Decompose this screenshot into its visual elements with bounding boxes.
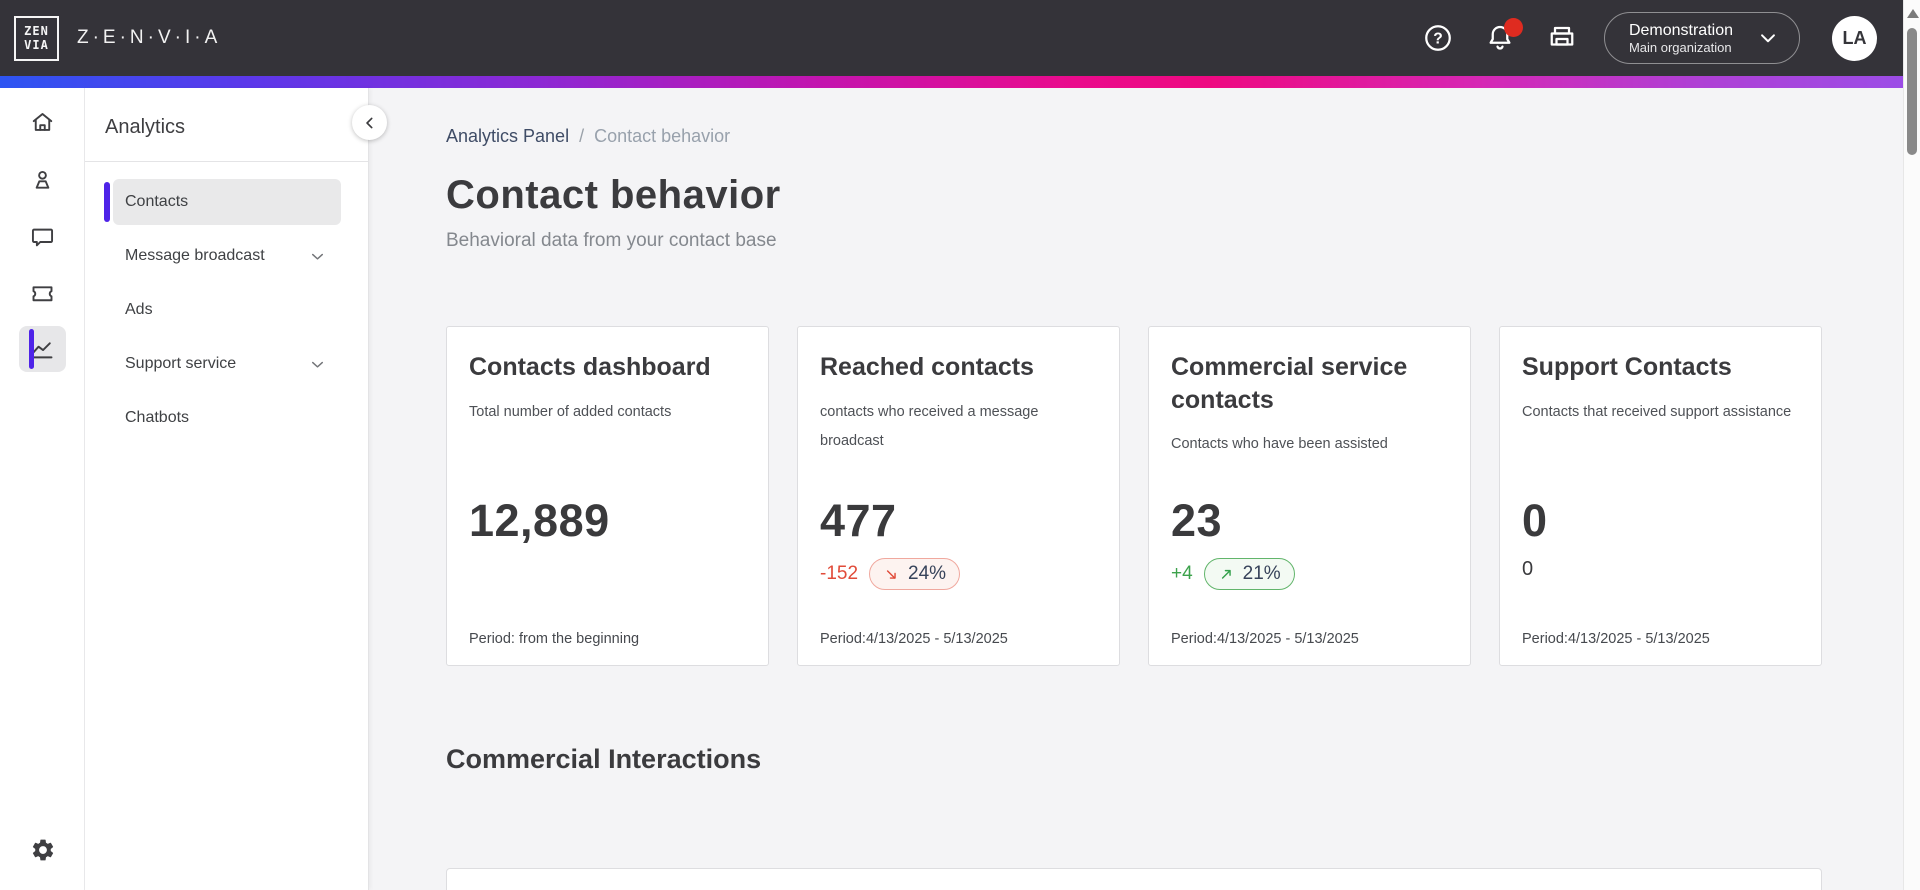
trend-pill-negative: 24% [869,558,961,590]
chevron-left-icon [360,113,380,133]
trend-down-icon [883,566,900,583]
rail-item-conversations[interactable] [19,214,66,260]
brand-wordmark: Z·E·N·V·I·A [77,27,222,48]
breadcrumb-current: Contact behavior [594,126,731,146]
sidebar-menu: Contacts Message broadcast Ads Support s… [85,179,368,441]
card-period: Period:4/13/2025 - 5/13/2025 [1522,631,1710,647]
card-description: Total number of added contacts [469,403,672,420]
trend-up-icon [1218,566,1235,583]
trend-pill-positive: 21% [1203,558,1295,590]
card-value: 477 [820,495,897,546]
card-delta-row: -152 24% [820,558,961,590]
ticket-icon [29,280,56,307]
chevron-down-icon [1733,25,1781,51]
printer-icon [1547,23,1577,53]
stat-card-commercial-service-contacts: Commercial service contacts Contacts who… [1148,326,1471,666]
stat-card-support-contacts: Support Contacts Contacts that received … [1499,326,1822,666]
logo-mark-bottom: VIA [24,37,49,52]
trend-percentage: 24% [908,563,947,584]
rail-item-analytics[interactable] [19,326,66,372]
active-indicator-bar [29,329,34,369]
rail-item-settings[interactable] [19,827,66,873]
card-value: 0 [1522,495,1548,546]
stat-card-reached-contacts: Reached contacts contacts who received a… [797,326,1120,666]
chevron-down-icon [308,355,327,374]
svg-text:?: ? [1433,31,1443,48]
logo-mark-top: ZEN [24,23,49,38]
sidebar-item-ads[interactable]: Ads [113,287,341,333]
analytics-chart-icon [29,336,56,363]
contacts-person-icon [29,167,56,194]
card-period: Period:4/13/2025 - 5/13/2025 [1171,631,1359,647]
notifications-button[interactable] [1484,18,1523,54]
organization-name: Demonstration [1628,21,1733,39]
help-button[interactable]: ? [1422,22,1454,54]
sidebar-item-chatbots[interactable]: Chatbots [113,395,341,441]
sidebar-item-message-broadcast[interactable]: Message broadcast [113,233,341,279]
sidebar-collapse-button[interactable] [352,105,387,140]
card-delta-row: 0 [1522,558,1533,581]
rail-item-contacts[interactable] [19,157,66,203]
section-title-commercial-interactions: Commercial Interactions [446,744,762,774]
analytics-sidebar: Analytics Contacts Message broadcast Ads [85,88,369,890]
sidebar-item-label: Message broadcast [125,247,265,264]
print-button[interactable] [1546,22,1578,54]
card-description: Contacts who have been assisted [1171,436,1388,452]
card-title: Commercial service contacts [1171,353,1408,414]
breadcrumb-analytics-panel[interactable]: Analytics Panel [446,126,570,146]
card-title: Support Contacts [1522,353,1732,381]
chevron-down-icon [308,247,327,266]
chat-bubble-icon [29,224,56,251]
page-subtitle: Behavioral data from your contact base [446,230,777,251]
delta-value: -152 [820,563,859,584]
card-period: Period: from the beginning [469,631,640,647]
sidebar-item-contacts[interactable]: Contacts [104,179,341,225]
card-value: 23 [1171,495,1223,546]
trend-percentage: 21% [1242,563,1281,584]
help-icon: ? [1423,23,1453,53]
organization-switcher[interactable]: Demonstration Main organization [1603,12,1800,64]
main-content: Analytics Panel / Contact behavior Conta… [369,88,1920,890]
breadcrumb-separator: / [579,126,585,146]
page-scrollbar[interactable] [1903,0,1920,890]
breadcrumb: Analytics Panel / Contact behavior [446,126,1822,147]
sidebar-item-label: Contacts [125,193,189,210]
card-delta-row: +4 21% [1171,558,1295,590]
organization-subtitle: Main organization [1628,39,1732,55]
sidebar-item-label: Ads [125,301,153,318]
card-description: Contacts that received support assistanc… [1522,403,1792,420]
card-title: Contacts dashboard [469,353,711,381]
top-bar: ZEN VIA Z·E·N·V·I·A ? [0,0,1920,76]
notification-unread-badge [1503,18,1523,37]
delta-value: 0 [1522,558,1534,580]
card-title: Reached contacts [820,353,1034,381]
rail-item-home[interactable] [19,99,66,145]
sidebar-title: Analytics [105,116,186,138]
settings-gear-icon [30,837,56,863]
card-value: 12,889 [469,495,610,546]
user-avatar[interactable]: LA [1832,15,1877,61]
sidebar-item-label: Support service [125,355,237,372]
brand-gradient-strip [0,76,1920,88]
stat-cards-row: Contacts dashboard Total number of added… [446,326,1822,666]
sidebar-item-label: Chatbots [125,409,190,426]
page-title: Contact behavior [446,173,781,217]
stat-card-contacts-dashboard: Contacts dashboard Total number of added… [446,326,769,666]
scrollbar-thumb[interactable] [1907,28,1917,155]
card-description: contacts who received a message broadcas… [820,403,1039,450]
commercial-interactions-card-partial [446,868,1822,890]
icon-rail [0,88,85,890]
rail-item-tickets[interactable] [19,270,66,316]
card-period: Period:4/13/2025 - 5/13/2025 [820,631,1008,647]
zenvia-logo-icon[interactable]: ZEN VIA [14,15,59,61]
scrollbar-up-arrow[interactable] [1907,9,1919,18]
home-icon [29,109,56,136]
delta-value: +4 [1171,563,1193,584]
sidebar-divider [85,161,368,162]
active-indicator-bar [104,182,110,222]
sidebar-item-support-service[interactable]: Support service [113,341,341,387]
